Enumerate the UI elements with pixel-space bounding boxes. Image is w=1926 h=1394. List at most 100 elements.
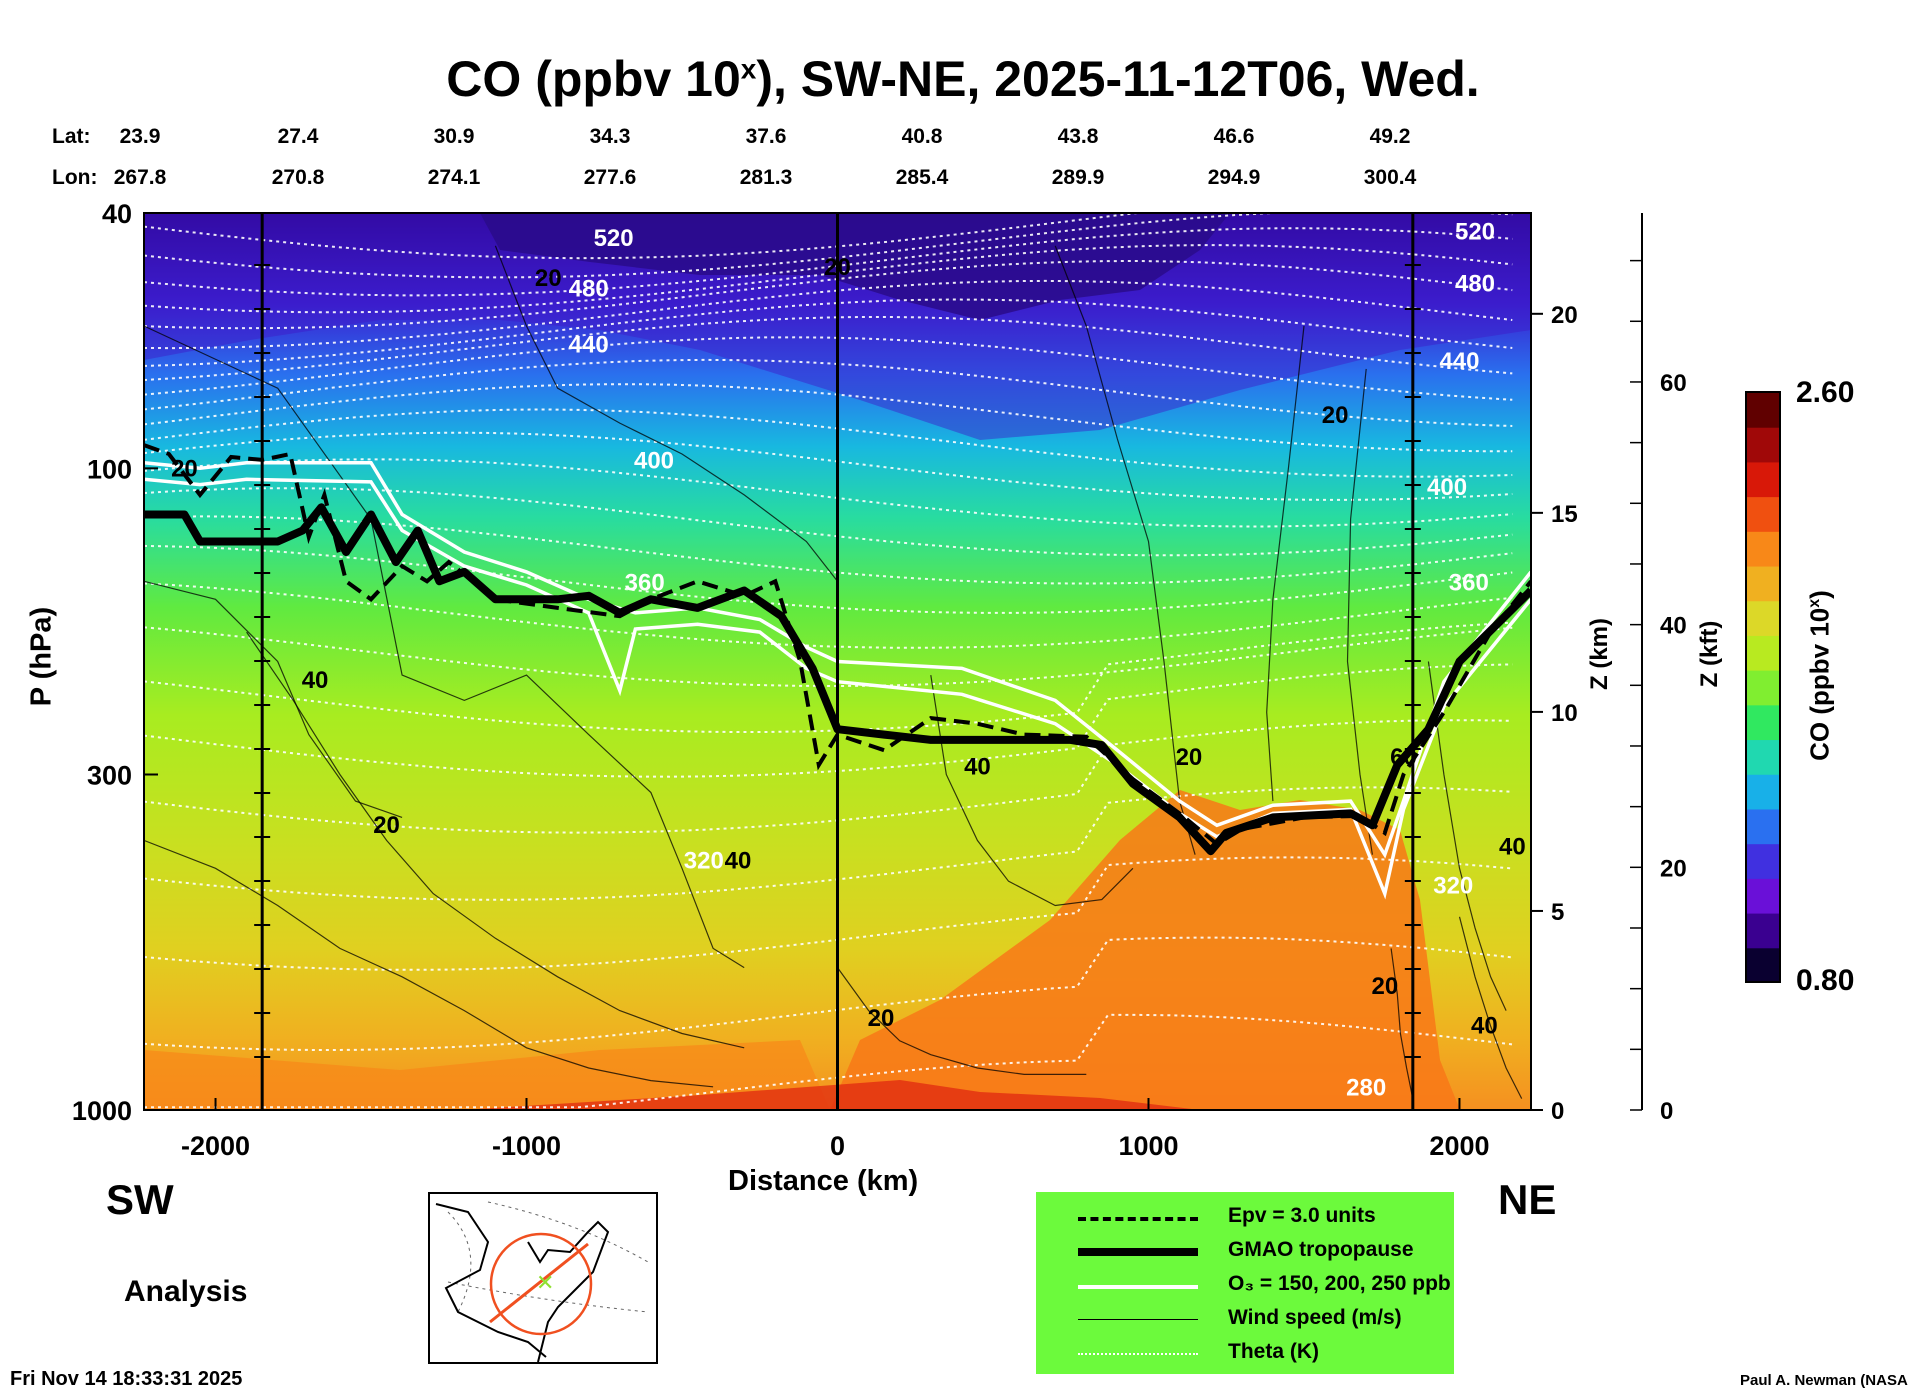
x-axis-label: Distance (km) — [728, 1165, 919, 1197]
theta-label: 440 — [569, 332, 609, 359]
axes: -2000 -1000 0 1000 2000 40 100 300 1000 0 5 10 15 20 0… — [72, 199, 1687, 1161]
colorbar-frame — [1745, 391, 1781, 983]
ozone-contour — [144, 460, 1531, 859]
theta-label: 320 — [1433, 873, 1473, 900]
wind-contour — [1346, 368, 1373, 855]
lon-value: 294.9 — [1207, 166, 1261, 189]
lon-value: 285.4 — [895, 166, 949, 189]
legend-swatch-wind — [1078, 1319, 1198, 1320]
wind-label: 20 — [373, 812, 400, 839]
colorbar-swatch — [1746, 808, 1780, 845]
x-tick-label: 1000 — [1118, 1131, 1178, 1161]
lon-value: 274.1 — [427, 166, 481, 189]
colorbar-swatch — [1746, 530, 1780, 567]
colorbar-swatch — [1746, 773, 1780, 810]
wind-contour — [144, 839, 714, 1088]
theta-label: 360 — [625, 569, 665, 596]
z-km-tick-label: 5 — [1551, 899, 1564, 926]
wind-label: 20 — [824, 254, 851, 281]
colorbar-swatch — [1746, 392, 1780, 428]
lon-value: 289.9 — [1051, 166, 1105, 189]
theta-contour — [144, 663, 1513, 778]
y-axis-label: P (hPa) — [25, 606, 58, 707]
theta-label: 440 — [1439, 348, 1479, 375]
lat-value: 43.8 — [1057, 125, 1099, 148]
wind-label: 20 — [868, 1005, 895, 1032]
colorbar-swatch — [1746, 565, 1780, 602]
theta-contour — [144, 298, 1513, 367]
legend-item-epv: Epv = 3.0 units — [1036, 1200, 1454, 1234]
wind-label: 40 — [302, 667, 329, 694]
z-kft-tick-label: 40 — [1660, 613, 1687, 640]
theta-label: 400 — [1427, 474, 1467, 501]
x-tick-label: 0 — [830, 1131, 845, 1161]
theta-contour — [144, 458, 1513, 528]
lat-value: 37.6 — [745, 125, 787, 148]
colorbar-title: CO (ppbv 10x) — [1804, 590, 1835, 761]
theta-label: 520 — [594, 225, 634, 252]
x-tick-label: -2000 — [181, 1131, 250, 1161]
theta-label: 480 — [569, 276, 609, 303]
analysis-label: Analysis — [124, 1275, 248, 1308]
p-tick-label: 100 — [87, 454, 132, 484]
colorbar-swatch — [1746, 669, 1780, 706]
timestamp: Fri Nov 14 18:33:31 2025 — [10, 1368, 243, 1390]
lat-value: 30.9 — [433, 125, 475, 148]
wind-contours — [144, 245, 1523, 1099]
theta-contour — [144, 582, 1513, 649]
colorbar-swatch — [1746, 947, 1780, 983]
sw-label: SW — [106, 1176, 174, 1223]
wind-contour — [246, 631, 745, 1049]
lat-value: 49.2 — [1369, 125, 1411, 148]
theta-contour — [144, 227, 1513, 297]
theta-label: 320 — [684, 847, 724, 874]
colorbar-swatch — [1746, 877, 1780, 914]
wind-contour — [837, 967, 1087, 1075]
theta-label: 400 — [634, 447, 674, 474]
contour-labels: 520 480 440 400 360 320 280 520 480 440 400 360 320 2… — [171, 219, 1526, 1102]
legend-text-theta: Theta (K) — [1228, 1340, 1319, 1363]
theta-label: 520 — [1455, 219, 1495, 246]
theta-contour — [144, 431, 1513, 501]
theta-contour — [144, 487, 1513, 557]
p-tick-label: 1000 — [72, 1096, 132, 1126]
theta-contour — [144, 621, 1513, 733]
lat-value: 23.9 — [119, 125, 161, 148]
colorbar-swatch — [1746, 912, 1780, 949]
colorbar-max-label: 2.60 — [1796, 376, 1855, 409]
wind-label: 20 — [535, 265, 562, 292]
theta-contour — [144, 626, 1513, 688]
colorbar-swatch — [1746, 461, 1780, 498]
credit: Paul A. Newman (NASA — [1740, 1372, 1908, 1389]
theta-contour — [144, 279, 1513, 350]
legend-text-wind: Wind speed (m/s) — [1228, 1306, 1402, 1329]
z-kft-tick-label: 60 — [1660, 370, 1687, 397]
theta-contours — [144, 213, 1513, 1109]
colorbar-swatch — [1746, 704, 1780, 741]
theta-contour — [144, 515, 1513, 585]
x-tick-label: 2000 — [1429, 1131, 1489, 1161]
p-tick-label: 40 — [102, 199, 132, 229]
lat-value: 27.4 — [277, 125, 319, 148]
legend-swatch-ozone — [1078, 1285, 1198, 1289]
wind-label: 40 — [964, 753, 991, 780]
theta-contour — [144, 316, 1513, 381]
legend-swatch-tropopause — [1078, 1248, 1198, 1256]
colorbar-swatch — [1746, 634, 1780, 671]
theta-contour — [144, 856, 1513, 971]
co-high-region-ne — [830, 790, 1460, 1110]
lat-value: 46.6 — [1213, 125, 1255, 148]
colorbar-swatch — [1746, 843, 1780, 879]
theta-contour — [144, 358, 1513, 427]
wind-contour — [144, 325, 745, 969]
wind-label: 40 — [1499, 834, 1526, 861]
wind-label: 40 — [1471, 1013, 1498, 1040]
theta-contour — [144, 244, 1513, 314]
legend-swatch-epv — [1078, 1217, 1198, 1221]
lon-value: 267.8 — [113, 166, 167, 189]
p-tick-label: 300 — [87, 760, 132, 790]
epv-contour-line — [144, 443, 1531, 847]
z-km-tick-label: 10 — [1551, 700, 1578, 727]
wind-contour — [494, 245, 838, 582]
lon-label: Lon: — [52, 166, 98, 189]
